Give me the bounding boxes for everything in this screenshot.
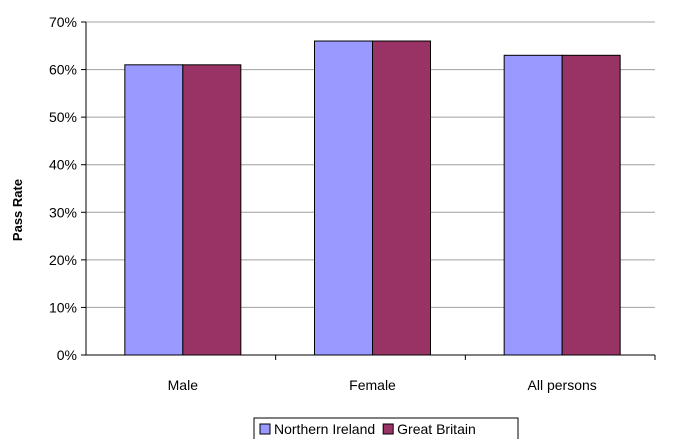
- bars: [124, 40, 621, 356]
- y-tick-label: 10%: [49, 299, 77, 315]
- bar-great-britain: [561, 54, 621, 356]
- y-tick-label: 60%: [49, 62, 77, 78]
- y-tick-label: 40%: [49, 157, 77, 173]
- y-tick-label: 20%: [49, 252, 77, 268]
- x-tick-label: Male: [168, 377, 199, 393]
- x-tick-label: Female: [349, 377, 396, 393]
- bar-northern-ireland: [503, 54, 563, 356]
- y-tick-label: 30%: [49, 204, 77, 220]
- bar-great-britain: [372, 40, 431, 356]
- axes: [81, 21, 656, 360]
- x-tick-label: All persons: [528, 377, 597, 393]
- bar-northern-ireland: [124, 64, 184, 356]
- y-tick-labels: 0% 10% 20% 30% 40% 50% 60% 70%: [49, 14, 77, 363]
- legend: Northern Ireland Great Britain: [253, 417, 519, 441]
- x-tick-labels: Male Female All persons: [168, 377, 597, 393]
- legend-swatch: [382, 423, 394, 435]
- bar-great-britain: [182, 64, 242, 356]
- bar-northern-ireland: [314, 40, 373, 356]
- legend-swatch: [259, 423, 271, 435]
- y-tick-label: 0%: [57, 347, 77, 363]
- y-tick-label: 70%: [49, 14, 77, 30]
- y-axis-label: Pass Rate: [10, 179, 25, 241]
- legend-label: Great Britain: [397, 421, 476, 437]
- legend-label: Northern Ireland: [274, 421, 375, 437]
- y-tick-label: 50%: [49, 109, 77, 125]
